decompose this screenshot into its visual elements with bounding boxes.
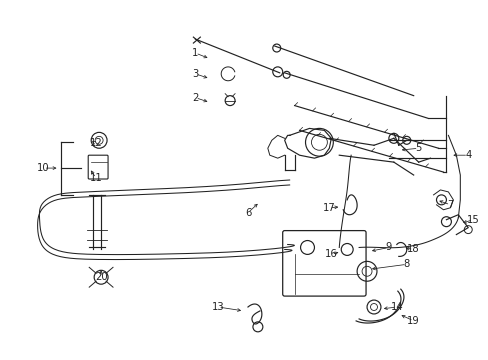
Text: 18: 18 bbox=[407, 244, 419, 255]
Text: 14: 14 bbox=[390, 302, 402, 312]
Text: 6: 6 bbox=[244, 208, 251, 218]
Text: 15: 15 bbox=[466, 215, 479, 225]
Text: 20: 20 bbox=[95, 272, 107, 282]
Text: 16: 16 bbox=[325, 249, 337, 260]
Text: 13: 13 bbox=[211, 302, 224, 312]
Text: 5: 5 bbox=[415, 143, 421, 153]
Text: 11: 11 bbox=[90, 173, 102, 183]
Text: 2: 2 bbox=[192, 93, 198, 103]
Text: 7: 7 bbox=[447, 200, 453, 210]
Text: 8: 8 bbox=[403, 259, 409, 269]
Text: 9: 9 bbox=[385, 243, 391, 252]
Text: 1: 1 bbox=[192, 48, 198, 58]
Text: 12: 12 bbox=[90, 138, 102, 148]
Text: 4: 4 bbox=[464, 150, 470, 160]
Text: 17: 17 bbox=[322, 203, 335, 213]
Text: 10: 10 bbox=[37, 163, 50, 173]
Text: 3: 3 bbox=[192, 69, 198, 79]
Text: 19: 19 bbox=[407, 316, 419, 326]
